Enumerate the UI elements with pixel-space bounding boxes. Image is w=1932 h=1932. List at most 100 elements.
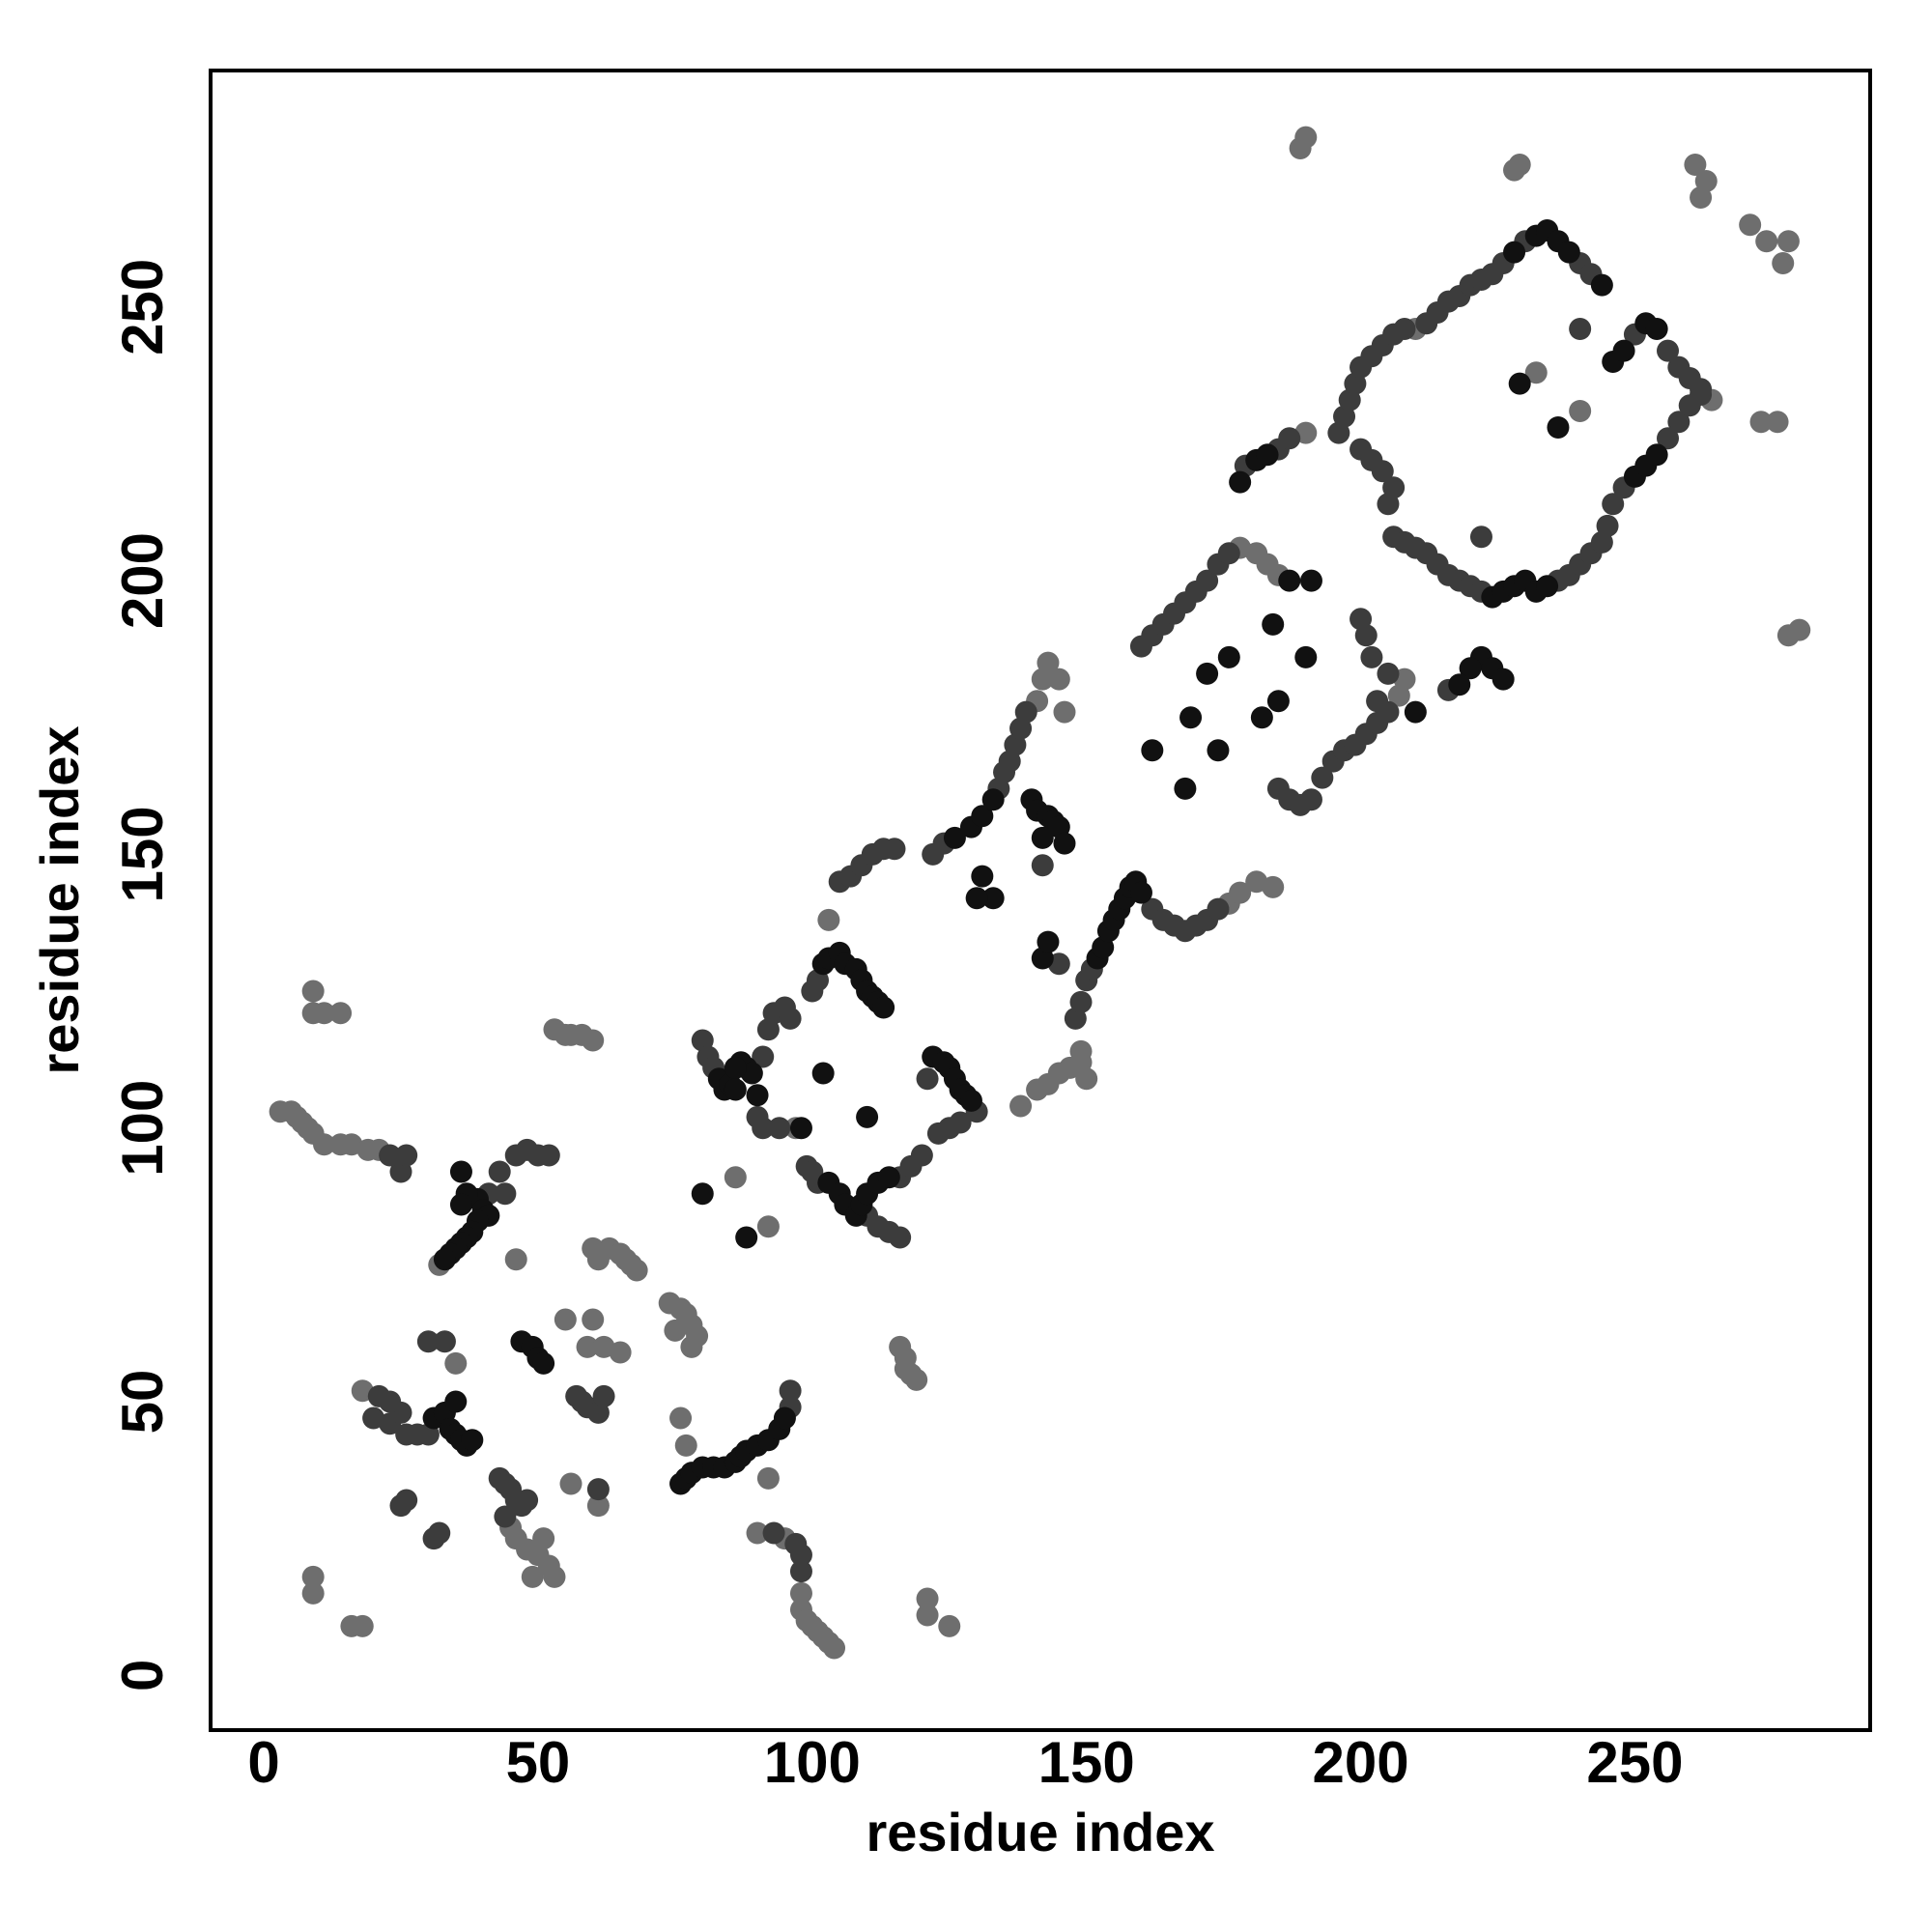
point [1229,881,1252,904]
point [504,1248,527,1271]
point [938,1614,961,1637]
point [752,1045,775,1068]
point [669,1406,693,1430]
point [449,1193,472,1216]
point [532,1351,555,1375]
point [724,1166,747,1189]
point [1069,990,1093,1013]
point [521,1565,544,1588]
x-tick-label: 0 [247,1730,279,1795]
point [1037,930,1060,953]
point [1196,662,1219,685]
point [756,1215,780,1238]
point [674,1434,697,1457]
point [1755,230,1778,253]
point [762,1521,785,1545]
point [1217,542,1240,565]
point [1174,777,1197,800]
point [488,1160,511,1183]
y-tick-label: 100 [110,1080,175,1177]
point [889,1226,912,1249]
point [1053,700,1076,724]
point [959,1089,982,1112]
point [756,1466,780,1490]
point [1256,443,1279,467]
x-tick-label: 50 [506,1730,571,1795]
point [1266,690,1290,713]
point [916,1587,939,1610]
point [735,1226,758,1249]
x-tick-label: 150 [1038,1730,1135,1795]
point [444,1390,468,1413]
point [351,1614,374,1637]
point [1690,378,1713,401]
point [883,838,906,861]
point [872,996,895,1019]
point [1354,624,1378,647]
point [313,1002,336,1025]
point [789,1560,812,1583]
point [1684,153,1707,176]
point [943,826,966,849]
point [1645,317,1668,340]
x-tick-label: 250 [1586,1730,1683,1795]
point [905,1368,928,1391]
point [1360,645,1383,668]
point [537,1144,560,1167]
point [532,1527,555,1550]
point [1492,668,1515,691]
point [1503,241,1526,264]
x-axis-label: residue index [866,1802,1214,1862]
point [779,1007,802,1030]
y-tick-label: 250 [110,259,175,355]
point [1009,1094,1033,1118]
point [823,1636,846,1660]
y-tick-label: 200 [110,532,175,629]
point [1657,339,1680,362]
point [1776,230,1800,253]
point [1037,651,1060,674]
point [1749,411,1773,434]
point [752,1117,775,1140]
point [1129,881,1152,904]
point [301,1581,325,1605]
point [1207,897,1230,921]
point [1069,1039,1093,1063]
point [444,1351,468,1375]
point [724,1056,747,1079]
point [1031,854,1054,877]
point [592,1384,615,1407]
point [586,1494,610,1518]
point [1448,673,1471,696]
x-tick-label: 200 [1313,1730,1409,1795]
point [1690,185,1713,209]
point [779,1379,802,1403]
point [768,1117,791,1140]
point [395,1144,418,1167]
point [494,1182,517,1206]
point [1294,126,1318,149]
point [1047,668,1070,691]
point [1657,427,1680,450]
point [313,1133,336,1156]
point [625,1259,648,1282]
point [395,1489,418,1512]
point [1014,700,1037,724]
point [1075,1067,1098,1091]
point [461,1429,484,1452]
point [428,1521,451,1545]
point [1377,662,1400,685]
point [965,887,988,910]
point [1217,645,1240,668]
point [1179,706,1203,729]
point [664,1319,687,1342]
point [916,1067,939,1091]
point [746,1084,769,1107]
point [1294,645,1318,668]
point [1508,372,1531,395]
y-tick-label: 0 [110,1660,175,1691]
point [1053,832,1076,855]
point [1524,361,1548,384]
